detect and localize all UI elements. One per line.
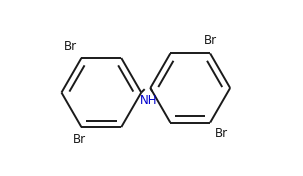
Text: NH: NH [140,94,157,107]
Text: Br: Br [64,40,77,54]
Text: Br: Br [215,127,228,140]
Text: Br: Br [73,133,86,146]
Text: Br: Br [204,34,217,47]
